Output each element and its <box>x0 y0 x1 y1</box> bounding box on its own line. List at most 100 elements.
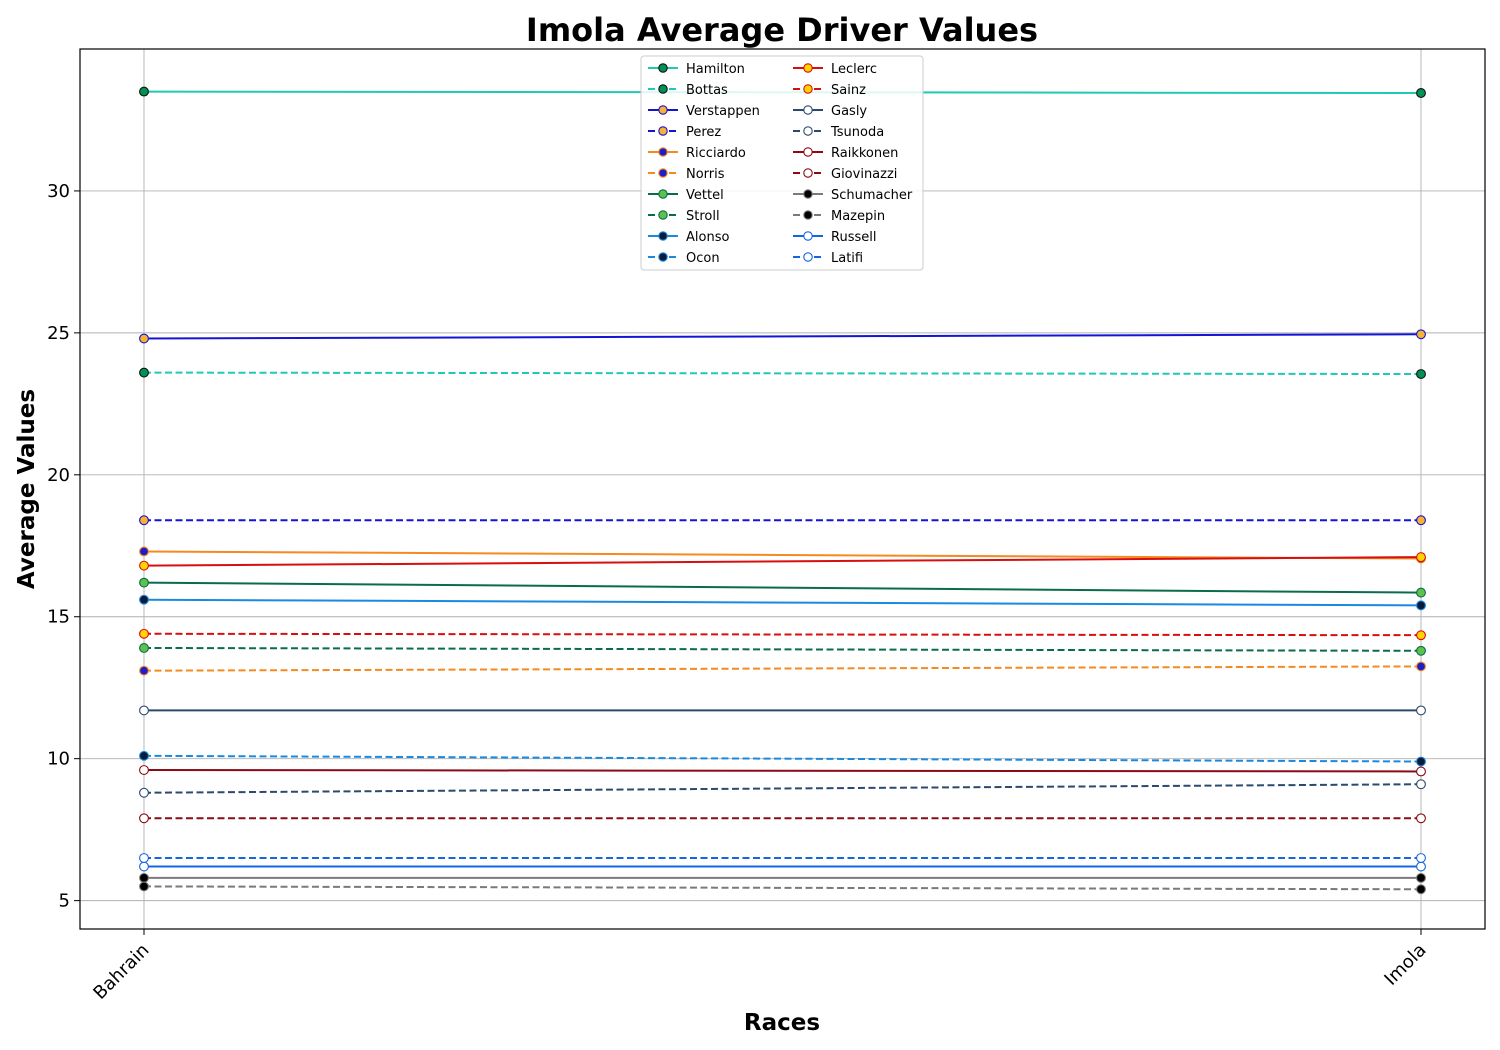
series-bottas <box>139 367 1426 379</box>
series-line <box>143 556 1422 567</box>
data-point <box>139 813 149 824</box>
legend-marker <box>803 84 813 94</box>
legend-label: Bottas <box>686 83 728 98</box>
data-point <box>139 765 149 775</box>
data-point <box>139 577 149 588</box>
series-line <box>143 632 1422 637</box>
data-point <box>1416 884 1426 895</box>
series-verstappen <box>139 329 1426 344</box>
legend-label: Raikkonen <box>831 146 898 161</box>
legend-label: Giovinazzi <box>831 167 897 182</box>
data-point <box>139 594 149 605</box>
series-vettel <box>139 577 1426 598</box>
data-point <box>139 86 149 97</box>
legend-label: Ocon <box>686 251 720 266</box>
series-line <box>143 665 1422 672</box>
legend-marker <box>803 210 813 220</box>
data-point <box>139 628 149 639</box>
legend-label: Verstappen <box>686 104 760 119</box>
data-point <box>1416 779 1426 790</box>
data-point <box>1416 766 1426 777</box>
legend-label: Schumacher <box>831 188 913 203</box>
data-point <box>139 367 149 378</box>
series-line <box>143 885 1422 891</box>
series-line <box>143 581 1422 594</box>
legend-label: Vettel <box>686 188 724 203</box>
legend-label: Russell <box>831 230 876 245</box>
legend-label: Leclerc <box>831 62 877 77</box>
data-point <box>139 705 149 716</box>
series-leclerc <box>139 552 1426 571</box>
series-tsunoda <box>139 779 1426 798</box>
data-point <box>139 787 149 798</box>
data-point <box>1416 329 1426 340</box>
series-alonso <box>139 594 1426 611</box>
data-point <box>1416 600 1426 611</box>
data-point <box>139 861 149 872</box>
series-group <box>139 86 1426 895</box>
data-point <box>1416 645 1426 656</box>
legend-label: Tsunoda <box>830 125 884 140</box>
data-point <box>1416 853 1426 863</box>
data-point <box>139 853 149 863</box>
series-raikkonen <box>139 765 1426 777</box>
legend-label: Perez <box>686 125 721 140</box>
data-point <box>139 665 149 676</box>
y-tick-label: 10 <box>47 749 70 770</box>
legend-marker <box>658 84 668 94</box>
legend: Hamilton Bottas Verstappen Perez Ricciardo No… <box>640 55 924 271</box>
chart-title: Imola Average Driver Values <box>526 11 1038 49</box>
legend-label: Alonso <box>686 230 729 245</box>
legend-label: Norris <box>686 167 725 182</box>
data-point <box>1416 515 1426 526</box>
series-line <box>143 333 1422 340</box>
legend-marker <box>658 105 668 115</box>
data-point <box>1416 88 1426 98</box>
legend-marker <box>803 189 813 199</box>
legend-box <box>640 55 924 271</box>
data-point <box>1416 369 1426 379</box>
y-tick-label: 20 <box>47 465 70 486</box>
data-point <box>139 560 149 571</box>
legend-marker <box>658 63 668 73</box>
series-line <box>143 646 1422 652</box>
legend-marker <box>658 210 668 220</box>
series-line <box>143 371 1422 376</box>
plot-frame <box>79 48 1486 930</box>
data-point <box>139 872 149 883</box>
data-point <box>139 750 149 761</box>
legend-label: Stroll <box>686 209 720 224</box>
series-stroll <box>139 643 1426 656</box>
series-norris <box>139 661 1426 676</box>
series-line <box>143 769 1422 773</box>
data-point <box>1416 661 1426 672</box>
y-tick-label: 25 <box>47 323 70 344</box>
data-point <box>139 333 149 344</box>
legend-marker <box>803 252 813 262</box>
legend-label: Latifi <box>831 251 863 266</box>
series-sainz <box>139 628 1426 641</box>
series-gasly <box>139 705 1426 716</box>
data-point <box>139 546 149 557</box>
legend-label: Gasly <box>831 104 867 119</box>
legend-marker <box>803 126 813 136</box>
data-point <box>1416 872 1426 883</box>
y-tick-label: 30 <box>47 181 70 202</box>
data-point <box>139 515 149 526</box>
data-point <box>1416 861 1426 872</box>
legend-marker <box>803 105 813 115</box>
legend-marker <box>658 252 668 262</box>
series-ocon <box>139 750 1426 767</box>
series-schumacher <box>139 872 1426 883</box>
series-line <box>143 783 1422 794</box>
legend-label: Hamilton <box>686 62 745 77</box>
legend-marker <box>803 168 813 178</box>
legend-marker <box>658 168 668 178</box>
legend-marker <box>658 147 668 157</box>
legend-label: Sainz <box>831 83 866 98</box>
legend-label: Mazepin <box>831 209 885 224</box>
data-point <box>1416 587 1426 598</box>
series-perez <box>139 515 1426 526</box>
y-tick-label: 5 <box>59 891 70 912</box>
legend-marker <box>658 231 668 241</box>
